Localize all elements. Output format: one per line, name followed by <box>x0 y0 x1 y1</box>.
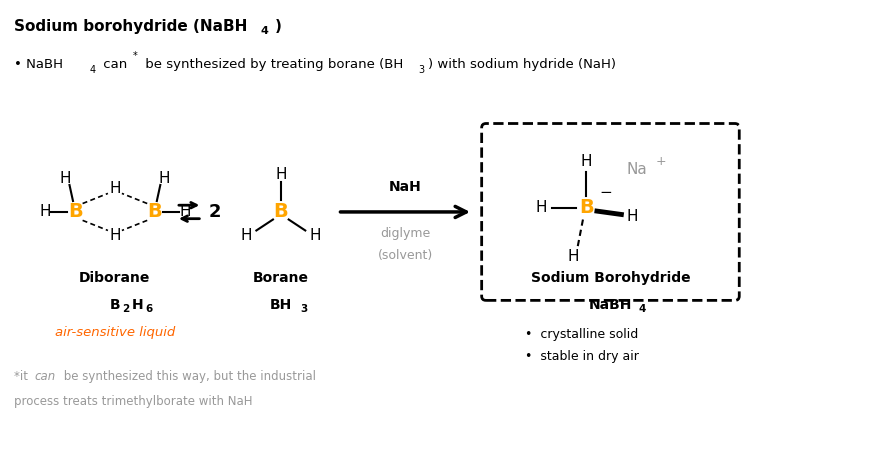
Text: BH: BH <box>270 298 292 312</box>
Text: can: can <box>34 370 56 383</box>
Text: ): ) <box>275 19 281 34</box>
Text: −: − <box>599 185 612 200</box>
Text: H: H <box>626 209 638 224</box>
Text: 2: 2 <box>209 203 222 221</box>
Text: NaH: NaH <box>389 180 421 194</box>
Text: H: H <box>60 171 71 186</box>
Text: H: H <box>581 154 592 169</box>
Text: 6: 6 <box>145 304 152 314</box>
Text: Diborane: Diborane <box>79 271 151 285</box>
Text: B: B <box>147 202 161 221</box>
Text: H: H <box>179 205 190 219</box>
Text: ) with sodium hydride (NaH): ) with sodium hydride (NaH) <box>427 58 616 71</box>
Text: +: + <box>655 155 666 168</box>
Text: H: H <box>131 298 144 312</box>
Text: H: H <box>535 200 547 215</box>
Text: H: H <box>159 171 171 186</box>
Text: •  stable in dry air: • stable in dry air <box>526 350 639 363</box>
FancyBboxPatch shape <box>482 123 739 301</box>
Text: 3: 3 <box>418 65 424 75</box>
Text: H: H <box>39 205 51 219</box>
Text: Sodium borohydride (NaBH: Sodium borohydride (NaBH <box>15 19 248 34</box>
Text: •  crystalline solid: • crystalline solid <box>526 328 639 341</box>
Text: NaBH: NaBH <box>590 298 632 312</box>
Text: *it: *it <box>15 370 32 383</box>
Text: B: B <box>579 198 594 217</box>
Text: air-sensitive liquid: air-sensitive liquid <box>55 326 175 339</box>
Text: (solvent): (solvent) <box>378 249 433 262</box>
Text: 3: 3 <box>300 304 307 314</box>
Text: 4: 4 <box>639 304 646 314</box>
Text: 4: 4 <box>261 26 269 36</box>
Text: Na: Na <box>626 162 647 178</box>
Text: diglyme: diglyme <box>380 226 430 240</box>
Text: Borane: Borane <box>253 271 309 285</box>
Text: • NaBH: • NaBH <box>15 58 63 71</box>
Text: B: B <box>273 202 288 221</box>
Text: 4: 4 <box>89 65 95 75</box>
Text: be synthesized by treating borane (BH: be synthesized by treating borane (BH <box>141 58 403 71</box>
Text: can: can <box>99 58 127 71</box>
Text: H: H <box>568 249 579 264</box>
Text: H: H <box>240 228 251 243</box>
Text: B: B <box>68 202 83 221</box>
Text: process treats trimethylborate with NaH: process treats trimethylborate with NaH <box>15 395 253 408</box>
Text: H: H <box>310 228 321 243</box>
Text: H: H <box>110 181 121 196</box>
Text: *: * <box>133 51 138 61</box>
Text: H: H <box>110 228 121 243</box>
Text: B: B <box>110 298 120 312</box>
Text: H: H <box>275 166 286 182</box>
Text: 2: 2 <box>122 304 129 314</box>
Text: be synthesized this way, but the industrial: be synthesized this way, but the industr… <box>60 370 316 383</box>
Text: Sodium Borohydride: Sodium Borohydride <box>531 271 690 285</box>
